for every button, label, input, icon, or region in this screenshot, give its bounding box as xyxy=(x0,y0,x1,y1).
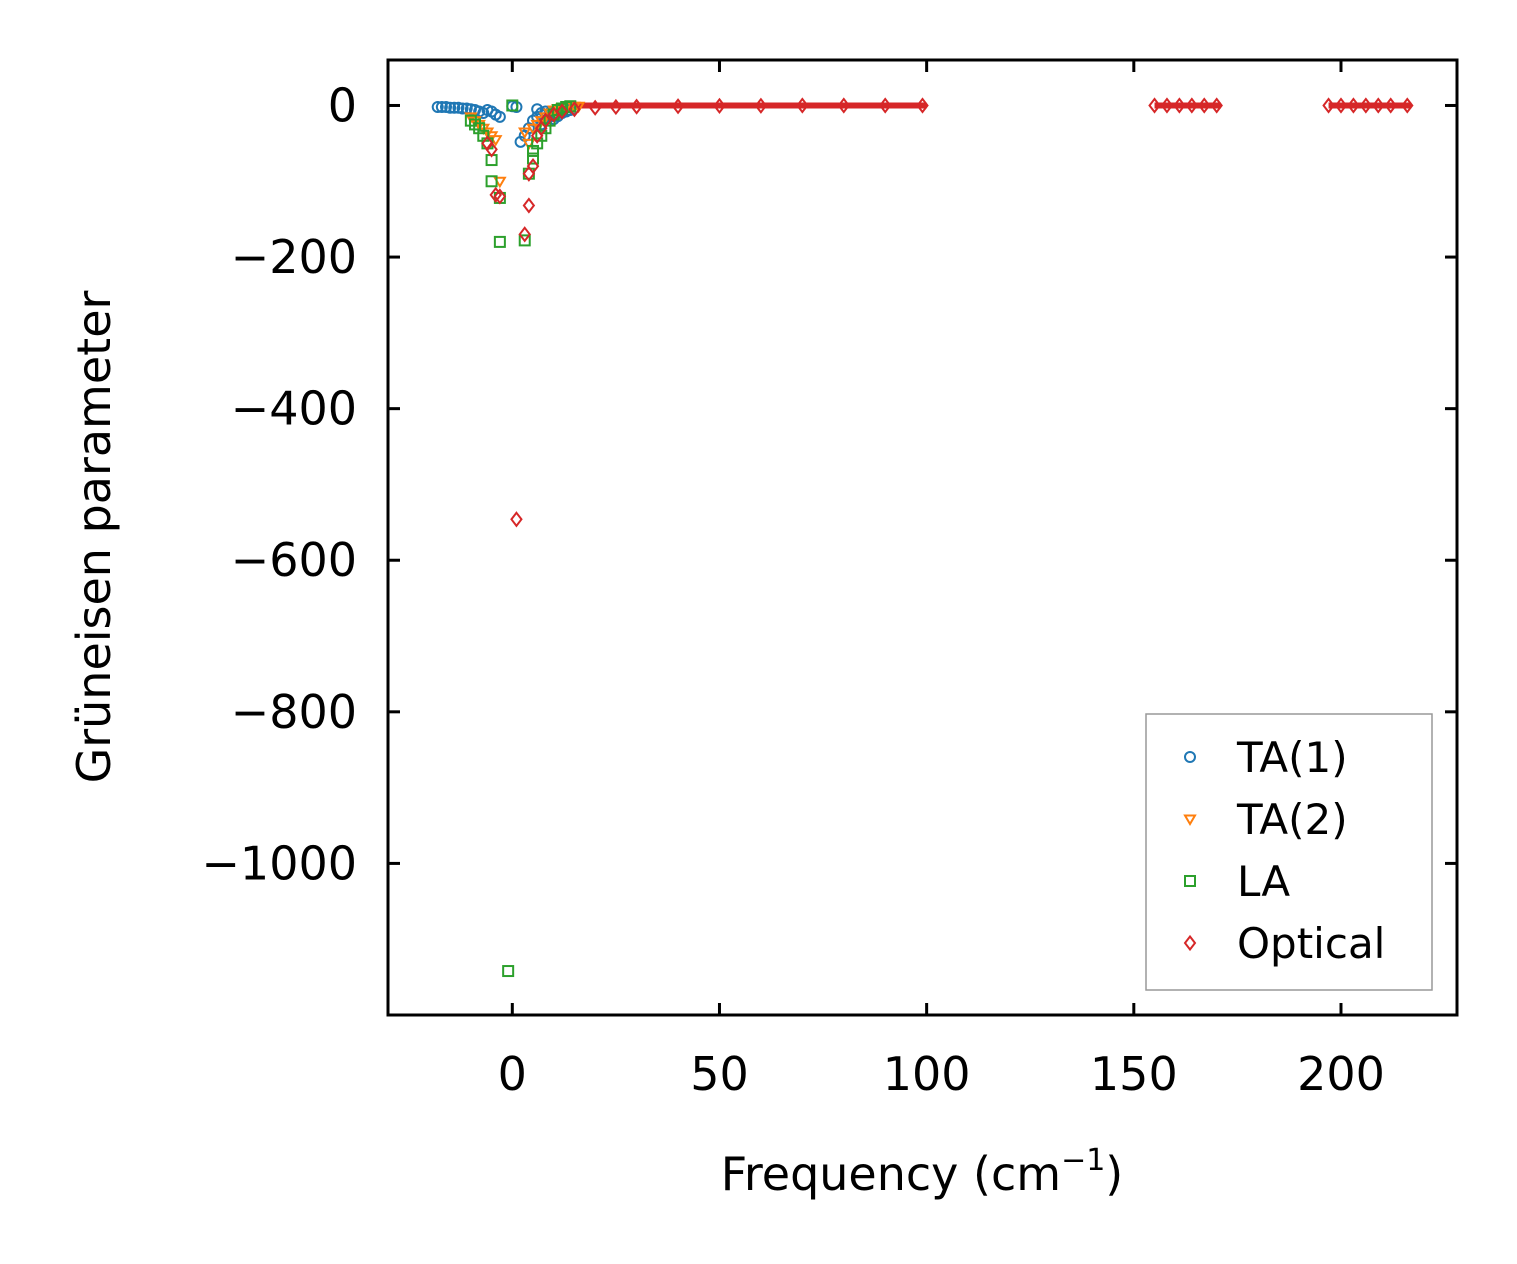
point-diamond xyxy=(485,141,498,158)
point-square xyxy=(502,965,515,978)
point-diamond xyxy=(713,97,726,114)
y-tick-label: −400 xyxy=(231,382,357,436)
point-diamond xyxy=(671,98,685,115)
point-diamond xyxy=(754,97,768,114)
y-tick-label: −800 xyxy=(231,685,357,739)
point-diamond xyxy=(1185,97,1199,114)
legend-label: Optical xyxy=(1237,919,1385,968)
y-tick-label: −200 xyxy=(231,230,357,284)
legend-label: TA(2) xyxy=(1236,795,1348,844)
point-diamond xyxy=(526,157,540,175)
plot-frame xyxy=(386,58,1459,1017)
y-tick-label: −1000 xyxy=(201,836,357,890)
y-axis-label: Grüneisen parameter xyxy=(67,290,121,783)
x-axis-label: Frequency (cm−1) xyxy=(721,1143,1124,1201)
point-square xyxy=(527,152,540,165)
point-diamond xyxy=(878,97,892,114)
legend-label: TA(1) xyxy=(1236,733,1348,782)
plot-area: 0 50 100 150 200 0 −200 −400 −600 −800 −1000 xyxy=(201,58,1459,1101)
point-diamond xyxy=(1173,97,1186,114)
x-tick-label: 150 xyxy=(1090,1047,1178,1101)
point-diamond xyxy=(489,186,502,204)
point-diamond xyxy=(522,197,536,214)
y-tick-label: −600 xyxy=(231,533,357,587)
point-diamond xyxy=(796,97,809,114)
point-circle xyxy=(431,100,444,113)
point-triangle xyxy=(517,127,532,139)
point-diamond xyxy=(1347,97,1360,114)
point-triangle xyxy=(526,123,540,136)
y-axis-ticks: 0 −200 −400 −600 −800 −1000 xyxy=(201,78,1457,890)
point-diamond xyxy=(1210,97,1223,114)
x-tick-label: 200 xyxy=(1297,1047,1385,1101)
point-diamond xyxy=(609,98,623,116)
point-square xyxy=(493,235,506,248)
legend-marker-triangle xyxy=(1183,814,1197,826)
point-diamond xyxy=(1384,97,1397,114)
point-square xyxy=(485,175,498,188)
point-diamond xyxy=(510,511,523,528)
legend-label: LA xyxy=(1237,857,1290,906)
point-diamond xyxy=(1359,97,1373,114)
legend-marker-diamond xyxy=(1183,934,1197,952)
point-circle xyxy=(493,110,506,123)
point-diamond xyxy=(568,101,581,118)
point-diamond xyxy=(1322,97,1335,114)
point-square xyxy=(518,234,531,247)
legend: TA(1) TA(2) LA Optical xyxy=(1145,713,1433,991)
y-tick-label: 0 xyxy=(328,78,357,132)
point-diamond xyxy=(1148,97,1161,114)
point-circle xyxy=(448,101,461,114)
point-diamond xyxy=(588,99,602,116)
legend-marker-circle xyxy=(1184,751,1196,763)
point-diamond xyxy=(1372,97,1385,114)
x-tick-label: 0 xyxy=(498,1047,527,1101)
x-axis-ticks: 0 50 100 150 200 xyxy=(498,60,1385,1101)
legend-marker-square xyxy=(1184,875,1196,887)
point-diamond xyxy=(555,103,569,120)
x-tick-label: 50 xyxy=(690,1047,749,1101)
point-diamond xyxy=(1334,97,1348,114)
point-diamond xyxy=(1401,97,1414,114)
point-circle xyxy=(456,102,469,115)
point-diamond xyxy=(916,97,929,114)
point-diamond xyxy=(493,188,507,205)
point-diamond xyxy=(518,226,531,243)
x-tick-label: 100 xyxy=(883,1047,971,1101)
point-diamond xyxy=(1160,97,1174,114)
point-diamond xyxy=(837,97,851,114)
point-diamond xyxy=(630,98,643,115)
point-diamond xyxy=(539,112,552,129)
point-circle xyxy=(444,101,457,114)
point-square xyxy=(506,99,519,112)
point-diamond xyxy=(1197,97,1211,114)
point-circle xyxy=(435,100,448,113)
data-points xyxy=(431,97,1414,978)
